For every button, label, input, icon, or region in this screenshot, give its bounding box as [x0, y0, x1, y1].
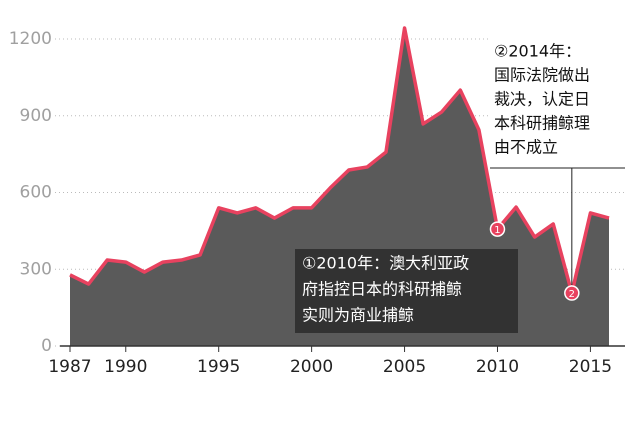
- annotation-text: 由不成立: [494, 138, 558, 157]
- x-tick-label: 1995: [197, 357, 240, 377]
- y-tick-label: 300: [20, 259, 52, 279]
- x-tick-label: 2010: [476, 357, 519, 377]
- annotation-marker-label: 2: [569, 289, 575, 300]
- annotation-text: 府指控日本的科研捕鲸: [302, 280, 462, 299]
- annotation-box: [295, 249, 518, 333]
- annotation-text: ②2014年：: [494, 42, 581, 61]
- y-tick-label: 1200: [9, 29, 52, 49]
- annotation-marker-label: 1: [494, 225, 500, 236]
- annotation-marker: [489, 221, 506, 237]
- annotation-box: [488, 36, 640, 169]
- annotation-text: 裁决，认定日: [494, 90, 590, 109]
- y-tick-label: 600: [20, 183, 52, 203]
- x-tick-label: 1990: [104, 357, 147, 377]
- annotation-marker: [564, 285, 580, 301]
- x-tick-label: 2015: [569, 357, 612, 377]
- annotation-text: 国际法院做出: [494, 66, 590, 85]
- annotation-text: 实则为商业捕鲸: [302, 306, 414, 325]
- x-tick-label: 2005: [383, 357, 426, 377]
- annotation-text: 本科研捕鲸理: [494, 114, 590, 133]
- annotation-text: ①2010年：澳大利亚政: [302, 254, 469, 273]
- y-tick-label: 900: [20, 106, 52, 126]
- x-tick-label: 1987: [48, 357, 91, 377]
- y-tick-label: 0: [41, 336, 52, 356]
- x-tick-label: 2000: [290, 357, 333, 377]
- line: [69, 26, 610, 295]
